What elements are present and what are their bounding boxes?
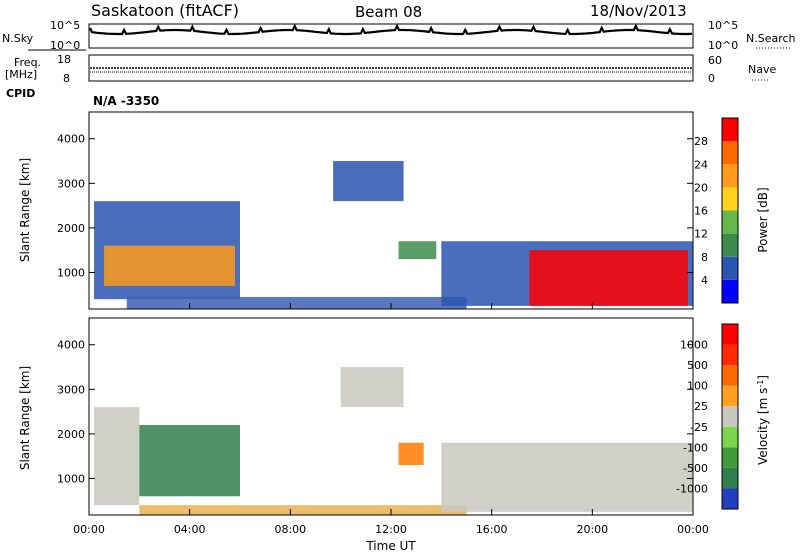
power-colorbar-swatch <box>722 210 738 234</box>
cpid-value: N/A -3350 <box>93 94 159 108</box>
velocity-colorbar-swatch <box>722 488 738 509</box>
freq-label-2: [MHz] <box>5 68 37 81</box>
velocity-echo-region <box>441 442 693 512</box>
beam-title: Beam 08 <box>355 3 422 21</box>
velocity-axes: 1000 2000 3000 4000 <box>57 339 694 515</box>
power-colorbar-tick: 8 <box>701 251 708 264</box>
power-colorbar-tick: 12 <box>694 228 708 241</box>
nsearch-bottom-tick: 10^0 <box>708 39 738 52</box>
power-ylabel: Slant Range [km] <box>18 158 32 262</box>
time-axis: 00:00 04:00 08:00 12:00 16:00 20:00 00:00 <box>73 523 709 536</box>
velocity-colorbar-tick: -500 <box>683 462 708 475</box>
freq-panel-frame <box>88 54 694 82</box>
nsky-label: N.Sky <box>2 32 34 45</box>
time-tick-label: 12:00 <box>375 523 407 536</box>
power-colorbar-tick: 28 <box>694 135 708 148</box>
nave-tick-top: 60 <box>708 54 722 67</box>
nsearch-top-tick: 10^5 <box>708 19 738 32</box>
power-colorbar-swatch <box>722 118 738 142</box>
time-tick-label: 00:00 <box>73 523 105 536</box>
power-data-layer <box>94 161 693 309</box>
power-colorbar-tick: 20 <box>694 181 708 194</box>
power-colorbar-swatch <box>722 256 738 280</box>
time-axis-label: Time UT <box>365 539 416 553</box>
velocity-echo-region <box>340 367 404 408</box>
power-colorbar-frame <box>721 117 739 304</box>
time-tick-label: 04:00 <box>174 523 206 536</box>
power-ytick-label: 3000 <box>57 177 85 190</box>
velocity-ytick-label: 4000 <box>57 339 85 352</box>
power-echo-region <box>126 296 467 309</box>
velocity-colorbar-swatch <box>722 324 738 345</box>
velocity-colorbar: 1000 500 100 25 -25 -100 -500 -1000 <box>676 323 739 510</box>
velocity-colorbar-frame <box>721 323 739 510</box>
nsky-top-tick: 10^5 <box>50 19 80 32</box>
velocity-colorbar-tick: -25 <box>690 421 708 434</box>
velocity-colorbar-swatch <box>722 467 738 489</box>
velocity-ytick-label: 2000 <box>57 428 85 441</box>
velocity-data-layer <box>94 367 693 515</box>
time-tick-label: 00:00 <box>677 523 709 536</box>
power-colorbar-tick: 4 <box>701 274 708 287</box>
station-title: Saskatoon (fitACF) <box>91 1 239 20</box>
velocity-ytick-label: 1000 <box>57 472 85 485</box>
power-colorbar-tick: 24 <box>694 158 708 171</box>
power-echo-region <box>529 250 688 306</box>
velocity-colorbar-swatch <box>722 406 738 427</box>
time-tick-label: 20:00 <box>576 523 608 536</box>
nave-tick-bottom: 0 <box>708 72 715 85</box>
velocity-colorbar-swatch <box>722 447 738 468</box>
velocity-ytick-label: 3000 <box>57 383 85 396</box>
velocity-colorbar-tick: -100 <box>683 441 708 454</box>
power-ytick-label: 2000 <box>57 222 85 235</box>
power-colorbar-swatch <box>722 187 738 211</box>
velocity-ylabel: Slant Range [km] <box>18 366 32 470</box>
velocity-colorbar-tick: -1000 <box>676 482 708 495</box>
velocity-echo-region <box>94 407 140 506</box>
velocity-colorbar-swatch <box>722 426 738 448</box>
power-ytick-label: 1000 <box>57 266 85 279</box>
velocity-colorbar-swatch <box>722 385 738 407</box>
freq-tick-top: 18 <box>57 53 71 66</box>
velocity-colorbar-swatch <box>722 344 738 366</box>
velocity-echo-region <box>398 442 424 466</box>
velocity-colorbar-tick: 25 <box>694 400 708 413</box>
power-colorbar: 4 8 12 16 20 24 28 <box>694 117 739 304</box>
velocity-echo-region <box>139 505 467 515</box>
date-title: 18/Nov/2013 <box>590 2 687 20</box>
velocity-colorbar-tick: 500 <box>687 359 708 372</box>
nsky-bottom-tick: 10^0 <box>50 39 80 52</box>
nave-label: Nave <box>748 63 776 76</box>
power-echo-region <box>398 241 437 260</box>
time-tick-label: 16:00 <box>476 523 508 536</box>
velocity-colorbar-tick: 1000 <box>680 339 708 352</box>
velocity-colorbar-label: Velocity [m s-1] <box>756 375 770 465</box>
time-tick-label: 08:00 <box>274 523 306 536</box>
power-colorbar-swatch <box>722 164 738 188</box>
nsky-trace <box>89 23 692 36</box>
power-axes: 1000 2000 3000 4000 <box>57 133 694 309</box>
nsky-panel-frame <box>88 23 694 49</box>
velocity-colorbar-tick: 100 <box>687 380 708 393</box>
power-colorbar-label: Power [dB] <box>756 187 770 252</box>
power-colorbar-swatch <box>722 233 738 257</box>
nsearch-label: N.Search <box>746 32 796 45</box>
velocity-colorbar-swatch <box>722 365 738 386</box>
power-colorbar-tick: 16 <box>694 205 708 218</box>
freq-tick-bottom: 8 <box>63 72 70 85</box>
power-echo-region <box>104 245 235 286</box>
power-colorbar-swatch <box>722 279 738 303</box>
velocity-echo-region <box>139 424 240 497</box>
freq-label-1: Freq. <box>14 56 41 69</box>
cpid-label: CPID <box>6 87 35 100</box>
power-echo-region <box>333 161 404 202</box>
power-colorbar-swatch <box>722 141 738 165</box>
power-ytick-label: 4000 <box>57 133 85 146</box>
